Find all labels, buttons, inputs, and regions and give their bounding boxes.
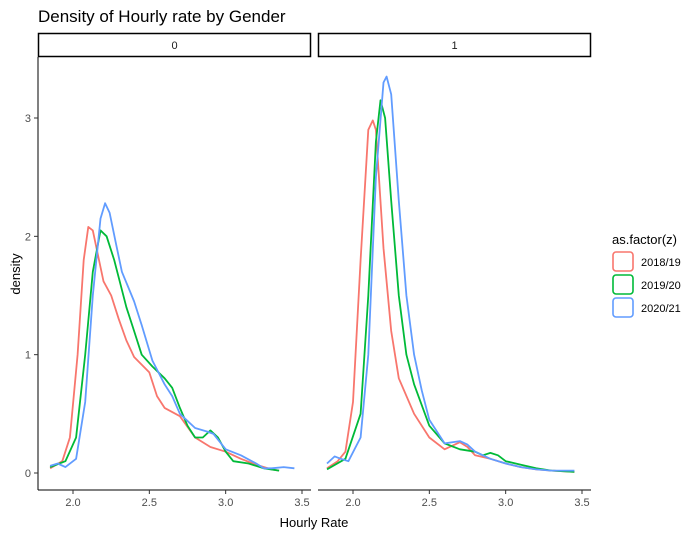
x-tick-label: 3.0	[218, 497, 233, 509]
x-tick-label: 2.0	[65, 497, 80, 509]
density-line-2019-20-panel-0	[49, 229, 280, 472]
legend-key	[612, 297, 634, 318]
facet-panel-0: 0 2.0 2.5 3.0 3.5	[37, 32, 312, 509]
facet-strip	[37, 32, 312, 58]
y-axis-title: density	[8, 253, 23, 295]
facet-strip	[317, 32, 592, 58]
facet-strip-label: 0	[171, 40, 177, 52]
legend-item-2019-20: 2019/20	[612, 274, 681, 295]
y-tick-label: 1	[25, 350, 31, 362]
legend-item-2020-21: 2020/21	[612, 297, 681, 318]
x-tick-label: 2.5	[142, 497, 157, 509]
legend-key	[612, 251, 634, 272]
density-line-2020-21-panel-0	[49, 202, 295, 470]
facet-strip-label: 1	[451, 40, 457, 52]
facet-panels: 0 1 2 3 0 2.0 2.5 3.0 3.5 1 2.0 2.5 3.0 3.5	[25, 32, 592, 509]
x-tick-label: 3.5	[294, 497, 309, 509]
y-tick-label: 0	[25, 468, 31, 480]
legend-title: as.factor(z)	[612, 232, 677, 247]
y-axis: 0 1 2 3	[25, 57, 39, 490]
density-line-2018-19-panel-0	[49, 226, 280, 472]
x-tick-label: 3.0	[498, 497, 513, 509]
y-tick-label: 2	[25, 231, 31, 243]
y-tick-label: 3	[25, 113, 31, 125]
density-line-2018-19-panel-1	[326, 119, 575, 473]
x-tick-label: 3.5	[574, 497, 589, 509]
facet-panel-1: 1 2.0 2.5 3.0 3.5	[317, 32, 592, 509]
x-tick-label: 2.5	[422, 497, 437, 509]
legend-label: 2020/21	[641, 303, 681, 315]
chart-title: Density of Hourly rate by Gender	[38, 7, 286, 26]
density-line-2019-20-panel-1	[326, 99, 575, 473]
legend-item-2018-19: 2018/19	[612, 251, 681, 272]
legend-items: 2018/19 2019/20 2020/21	[612, 251, 681, 318]
legend: as.factor(z) 2018/19 2019/20 2020/21	[612, 232, 681, 318]
x-axis-title: Hourly Rate	[280, 515, 349, 530]
x-tick-label: 2.0	[345, 497, 360, 509]
legend-key	[612, 274, 634, 295]
density-line-2020-21-panel-1	[326, 75, 575, 472]
legend-label: 2019/20	[641, 280, 681, 292]
legend-label: 2018/19	[641, 257, 681, 269]
